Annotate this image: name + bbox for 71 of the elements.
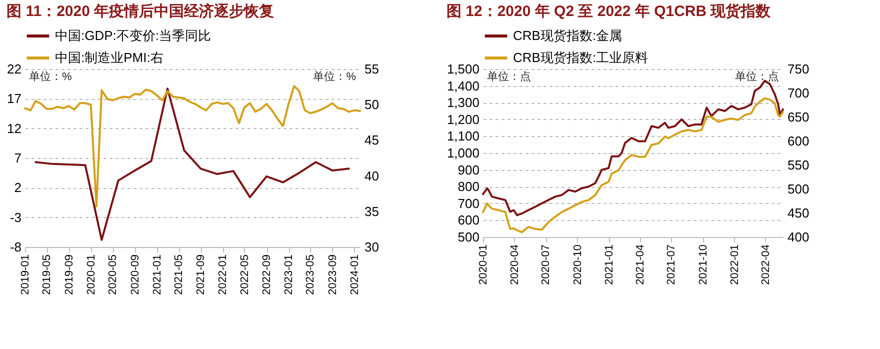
y-tick-label: 900: [458, 162, 480, 178]
x-tick-label: 2020-05: [107, 254, 120, 295]
x-tick-label: 2022-01: [728, 244, 741, 285]
x-tick-label: 2023-01: [283, 254, 296, 295]
y-tick-label: 500: [458, 230, 480, 244]
y-tick-label: 2: [14, 180, 22, 196]
annotation: 单位：点: [487, 70, 531, 83]
y-tick-label: -8: [10, 240, 22, 254]
x-tick-label: 2022-01: [217, 254, 230, 295]
y-tick-label: 1,400: [446, 78, 480, 94]
y-tick-label: 1,000: [446, 146, 480, 160]
line-series: [482, 97, 784, 234]
y2-tick-label: 500: [788, 182, 810, 196]
x-tick-label: 2022-04: [760, 244, 772, 285]
y2-tick-label: 600: [788, 134, 810, 148]
legend-label: CRB现货指数:金属: [513, 28, 622, 43]
y-tick-label: 7: [14, 150, 22, 166]
y2-tick-label: 45: [364, 132, 379, 148]
x-tick-label: 2021-10: [697, 244, 710, 285]
x-tick-label: 2021-09: [195, 254, 208, 295]
y-tick-label: 1,500: [446, 62, 480, 76]
y-tick-label: 800: [458, 179, 480, 194]
line-series: [34, 88, 350, 241]
x-tick-label: 2022-09: [261, 254, 274, 295]
annotation: 单位：%: [313, 70, 356, 83]
legend-label: CRB现货指数:工业原料: [513, 50, 648, 65]
x-tick-label: 2021-01: [151, 254, 164, 295]
x-tick-label: 2019-09: [63, 254, 76, 295]
y2-tick-label: 40: [364, 168, 379, 184]
x-tick-label: 2020-04: [508, 244, 521, 285]
annotation: 单位：点: [735, 70, 779, 83]
x-tick-label: 2023-09: [326, 254, 339, 295]
chart-title: 图 12：2020 年 Q2 至 2022 年 Q1CRB 现货指数: [446, 3, 772, 20]
y2-tick-label: 750: [788, 62, 810, 76]
y2-tick-label: 650: [788, 110, 810, 124]
y-tick-label: 17: [7, 91, 22, 106]
x-tick-label: 2021-05: [173, 254, 186, 295]
chart-title: 图 11：2020 年疫情后中国经济逐步恢复: [6, 2, 274, 20]
x-tick-label: 2020-07: [540, 244, 552, 285]
x-tick-label: 2022-05: [238, 254, 251, 295]
y2-tick-label: 450: [788, 206, 810, 220]
y-tick-label: 1,200: [446, 112, 480, 127]
x-tick-label: 2021-04: [634, 244, 646, 285]
legend-label: 中国:GDP:不变价:当季同比: [55, 28, 212, 43]
legend-label: 中国:制造业PMI:右: [55, 50, 164, 65]
x-tick-label: 2021-01: [603, 244, 616, 285]
y-tick-label: -3: [10, 210, 22, 225]
y2-tick-label: 30: [364, 240, 379, 254]
x-tick-label: 2024-01: [348, 254, 361, 295]
y-tick-label: 700: [458, 196, 480, 211]
x-tick-label: 2020-10: [572, 244, 584, 285]
y-tick-label: 1,100: [446, 128, 480, 144]
x-tick-label: 2023-05: [304, 254, 317, 295]
y-tick-label: 12: [7, 120, 22, 136]
line-series: [24, 85, 361, 208]
y2-tick-label: 700: [788, 86, 810, 100]
y-tick-label: 1,300: [446, 95, 480, 110]
x-tick-label: 2020-09: [129, 254, 142, 295]
x-tick-label: 2021-07: [666, 244, 678, 285]
x-tick-label: 2020-01: [478, 244, 490, 285]
y2-tick-label: 50: [364, 97, 379, 112]
y2-tick-label: 55: [364, 62, 379, 76]
y-tick-label: 600: [458, 212, 480, 228]
y2-tick-label: 35: [364, 204, 379, 219]
y2-tick-label: 550: [788, 158, 810, 172]
x-tick-label: 2020-01: [85, 254, 98, 295]
x-tick-label: 2019-01: [20, 254, 32, 295]
y-tick-label: 22: [7, 62, 22, 76]
x-tick-label: 2019-05: [41, 254, 54, 295]
annotation: 单位：%: [29, 70, 72, 83]
y2-tick-label: 400: [788, 230, 810, 244]
